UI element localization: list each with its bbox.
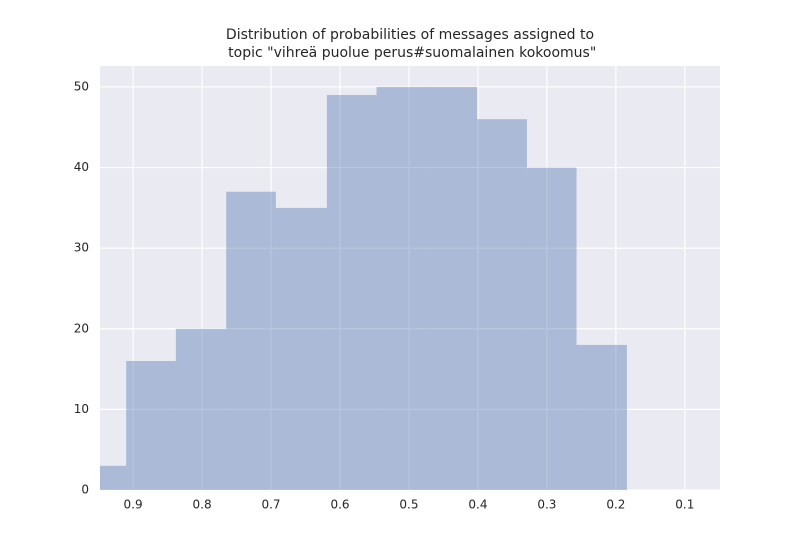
x-tick-label: 0.4	[468, 498, 487, 512]
y-tick-label: 10	[74, 402, 89, 416]
bar	[100, 465, 127, 490]
y-tick-label: 30	[74, 241, 89, 255]
x-tick-label: 0.2	[606, 498, 625, 512]
y-tick-label: 40	[74, 160, 89, 174]
plot-background	[100, 66, 720, 490]
bar	[126, 361, 176, 490]
bar	[477, 119, 527, 490]
x-tick-label: 0.9	[124, 498, 143, 512]
bar	[376, 86, 427, 490]
bar	[226, 191, 276, 490]
x-tick-label: 0.5	[399, 498, 418, 512]
bars	[100, 86, 627, 490]
x-tick-label: 0.8	[193, 498, 212, 512]
x-tick-label: 0.6	[330, 498, 349, 512]
bar	[526, 167, 577, 490]
grid	[100, 66, 720, 491]
x-tick-label: 0.7	[261, 498, 280, 512]
bar	[576, 344, 627, 490]
chart-title: topic "vihreä puolue perus#suomalainen k…	[224, 45, 597, 61]
y-tick-label: 50	[74, 79, 89, 93]
y-tick-label: 0	[81, 483, 89, 497]
y-tick-label: 20	[74, 321, 89, 335]
bar	[426, 86, 478, 490]
bar	[175, 328, 227, 490]
x-tick-label: 0.1	[675, 498, 694, 512]
bar	[275, 207, 327, 490]
x-tick-label: 0.3	[537, 498, 556, 512]
bar	[326, 95, 377, 490]
chart-title: Distribution of probabilities of message…	[226, 27, 594, 43]
